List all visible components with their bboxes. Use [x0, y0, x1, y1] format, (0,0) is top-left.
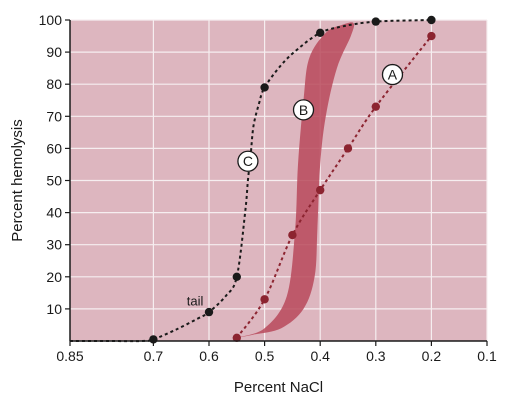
y-tick-label-10: 10 — [46, 301, 62, 317]
data-point-c-6 — [427, 15, 436, 25]
x-tick-label-0.3: 0.3 — [366, 348, 386, 364]
x-tick-label-0.85: 0.85 — [56, 348, 83, 364]
y-tick-label-70: 70 — [46, 108, 62, 124]
y-tick-label-80: 80 — [46, 76, 62, 92]
data-point-a-1 — [260, 295, 269, 304]
data-point-c-5 — [371, 17, 380, 26]
data-point-c-2 — [232, 272, 241, 281]
data-point-a-5 — [371, 102, 380, 111]
y-tick-label-40: 40 — [46, 205, 62, 221]
band-b — [233, 22, 355, 339]
data-point-a-3 — [316, 185, 325, 195]
y-axis-label: Percent hemolysis — [9, 119, 26, 242]
y-tick-label-30: 30 — [46, 237, 62, 253]
x-tick-label-0.5: 0.5 — [255, 348, 275, 364]
x-tick-label-0.4: 0.4 — [310, 348, 330, 364]
data-point-c-3 — [260, 83, 269, 92]
curve-label-a: A — [388, 67, 398, 83]
y-tick-labels: 10 20 30 40 50 60 70 80 90 100 — [39, 12, 63, 317]
data-point-a-4 — [343, 144, 353, 153]
data-point-a-6 — [427, 31, 436, 41]
y-tick-label-20: 20 — [46, 269, 62, 285]
data-point-a-0 — [232, 333, 241, 342]
band-b — [233, 22, 355, 339]
y-tick-label-90: 90 — [46, 44, 62, 60]
curve-label-circle-a — [381, 63, 404, 86]
x-tick-label-0.1: 0.1 — [477, 348, 497, 364]
curve-label-c: C — [243, 153, 253, 169]
data-point-a-2 — [288, 230, 297, 240]
data-point-c-4 — [316, 28, 325, 38]
curve-label-circle-c — [237, 150, 259, 172]
grid-lines — [70, 19, 488, 341]
y-tick-label-60: 60 — [46, 140, 62, 156]
series-line-c — [69, 19, 432, 343]
annotation-tail: tail — [187, 294, 204, 309]
axes — [65, 19, 488, 346]
x-tick-labels: 0.85 0.7 0.6 0.5 0.4 0.3 0.2 0.1 — [56, 348, 497, 364]
x-tick-label-0.2: 0.2 — [422, 348, 442, 364]
curve-label-circle-b — [292, 99, 315, 121]
curve-label-b: B — [299, 102, 308, 118]
data-point-c-1 — [204, 307, 214, 317]
y-tick-label-50: 50 — [46, 173, 62, 189]
x-tick-label-0.6: 0.6 — [199, 348, 219, 364]
series-points — [149, 15, 436, 344]
x-tick-label-0.7: 0.7 — [144, 348, 164, 364]
y-tick-label-100: 100 — [39, 12, 63, 28]
x-axis-label: Percent NaCl — [234, 379, 323, 396]
